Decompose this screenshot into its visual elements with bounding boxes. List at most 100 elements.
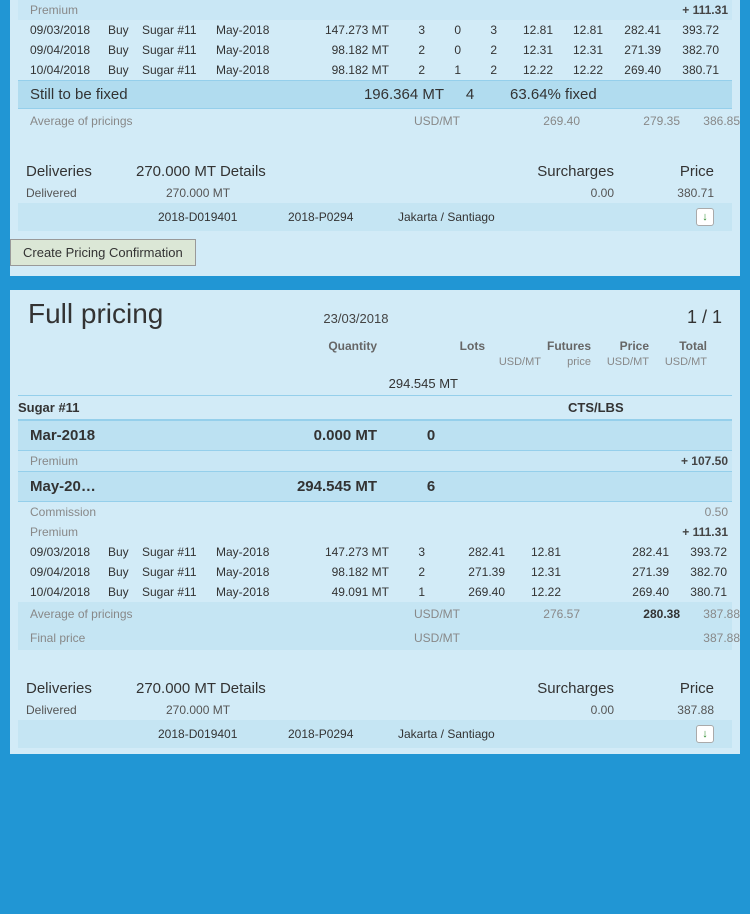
row-date: 09/04/2018 — [30, 43, 108, 57]
avg-v1: 269.40 — [520, 114, 580, 128]
product-name: Sugar #11 — [18, 400, 568, 415]
full-pricing-panel: Full pricing 23/03/2018 1 / 1 Quantity L… — [10, 290, 740, 754]
surcharges-label: Surcharges — [356, 163, 614, 180]
deliveries-qty[interactable]: 270.000 MT Details — [136, 163, 356, 180]
surcharges-label: Surcharges — [356, 680, 614, 697]
route: Jakarta / Santiago — [398, 727, 674, 741]
ref2: 2018-P0294 — [288, 727, 398, 741]
avg-label: Average of pricings — [30, 114, 380, 128]
h-usdmt3: USD/MT — [649, 356, 707, 368]
row-c: 2 — [461, 43, 497, 57]
h-futures: Futures — [485, 339, 591, 353]
avg-v3: 387.88 — [680, 607, 740, 621]
top-panel-inner: Premium + 111.31 09/03/2018BuySugar #11M… — [10, 0, 740, 231]
row-b: 1 — [425, 63, 461, 77]
row-a: 3 — [389, 23, 425, 37]
row-month: May-2018 — [216, 43, 294, 57]
h-price2: price — [541, 356, 591, 368]
row-qty: 98.182 MT — [294, 565, 389, 579]
row-qty: 98.182 MT — [294, 63, 389, 77]
may-label: May-20… — [18, 478, 204, 495]
mar-row: Mar-2018 0.000 MT 0 — [18, 420, 732, 451]
row-date: 09/03/2018 — [30, 23, 108, 37]
delivered-qty: 270.000 MT — [136, 186, 356, 200]
total-qty-row: 294.545 MT — [18, 372, 732, 395]
panel-title: Full pricing — [28, 298, 163, 330]
row-side: Buy — [108, 545, 142, 559]
premium-label: Premium — [30, 3, 628, 17]
row-month: May-2018 — [216, 545, 294, 559]
avg-unit: USD/MT — [380, 607, 460, 621]
row-a: 2 — [389, 565, 425, 579]
mar-label: Mar-2018 — [18, 427, 204, 444]
still-to-be-fixed-row: Still to be fixed 196.364 MT 4 63.64% fi… — [18, 80, 732, 109]
h-usdmt1: USD/MT — [485, 356, 541, 368]
still-pct: 63.64% fixed — [490, 86, 690, 103]
row-p3: 271.39 — [611, 565, 669, 579]
price-label: Price — [614, 163, 714, 180]
full-delivery-detail-row: 2018-D019401 2018-P0294 Jakarta / Santia… — [18, 720, 732, 748]
h-total: Total — [649, 339, 707, 353]
row-fut: 269.40 — [425, 585, 505, 599]
ref2: 2018-P0294 — [288, 210, 398, 224]
mar-lots: 0 — [413, 427, 449, 444]
row-p2: 12.31 — [505, 565, 561, 579]
h-qty: Quantity — [282, 339, 377, 353]
row-p3: 282.41 — [611, 545, 669, 559]
deliveries-label: Deliveries — [26, 680, 136, 697]
may-premium-row: Premium + 111.31 — [18, 522, 732, 542]
row-p4: 393.72 — [669, 545, 727, 559]
final-price-row: Final price USD/MT 387.88 — [18, 626, 732, 650]
row-date: 10/04/2018 — [30, 63, 108, 77]
product-unit: CTS/LBS — [568, 400, 728, 415]
total-qty: 294.545 MT — [358, 376, 458, 391]
row-product: Sugar #11 — [142, 43, 216, 57]
column-subheaders: USD/MT price USD/MT USD/MT — [18, 356, 732, 372]
row-b: 0 — [425, 43, 461, 57]
row-p2: 12.22 — [505, 585, 561, 599]
row-date: 10/04/2018 — [30, 585, 108, 599]
deliveries-header: Deliveries 270.000 MT Details Surcharges… — [18, 157, 732, 183]
h-price: Price — [591, 339, 649, 353]
row-product: Sugar #11 — [142, 545, 216, 559]
row-c: 3 — [461, 23, 497, 37]
row-p1: 12.31 — [497, 43, 553, 57]
row-p3: 271.39 — [603, 43, 661, 57]
download-icon[interactable]: ↓ — [696, 208, 714, 226]
h-usdmt2: USD/MT — [591, 356, 649, 368]
row-p2: 12.22 — [553, 63, 603, 77]
row-a: 2 — [389, 63, 425, 77]
row-qty: 147.273 MT — [294, 545, 389, 559]
delivery-detail-row: 2018-D019401 2018-P0294 Jakarta / Santia… — [18, 203, 732, 231]
create-pricing-confirmation-button[interactable]: Create Pricing Confirmation — [10, 239, 196, 266]
delivered-price: 387.88 — [614, 703, 714, 717]
delivered-surcharge: 0.00 — [356, 703, 614, 717]
row-p4: 380.71 — [661, 63, 719, 77]
ref1: 2018-D019401 — [158, 210, 288, 224]
avg-v1: 276.57 — [520, 607, 580, 621]
premium-label: Premium — [30, 525, 628, 539]
pricing-row: 09/03/2018BuySugar #11May-2018147.273 MT… — [18, 542, 732, 562]
download-icon[interactable]: ↓ — [696, 725, 714, 743]
mar-premium-label: Premium — [30, 454, 628, 468]
row-p2: 12.31 — [553, 43, 603, 57]
pricing-row: 10/04/2018BuySugar #11May-201849.091 MT1… — [18, 582, 732, 602]
may-lots: 6 — [413, 478, 449, 495]
delivered-price: 380.71 — [614, 186, 714, 200]
pricing-row: 09/04/2018BuySugar #11May-201898.182 MT2… — [18, 562, 732, 582]
row-date: 09/03/2018 — [30, 545, 108, 559]
full-pricing-rows: 09/03/2018BuySugar #11May-2018147.273 MT… — [18, 542, 732, 602]
price-label: Price — [614, 680, 714, 697]
deliveries-qty[interactable]: 270.000 MT Details — [136, 680, 356, 697]
avg-v2: 279.35 — [630, 114, 680, 128]
pricing-rows: 09/03/2018BuySugar #11May-2018147.273 MT… — [18, 20, 732, 80]
avg-label: Average of pricings — [30, 607, 380, 621]
row-p2: 12.81 — [553, 23, 603, 37]
still-qty: 196.364 MT — [290, 86, 450, 103]
pricing-row: 10/04/2018BuySugar #11May-201898.182 MT2… — [18, 60, 732, 80]
average-row: Average of pricings USD/MT 269.40 279.35… — [18, 109, 732, 133]
delivered-label: Delivered — [26, 703, 136, 717]
row-side: Buy — [108, 43, 142, 57]
top-panel: Premium + 111.31 09/03/2018BuySugar #11M… — [10, 0, 740, 276]
delivered-surcharge: 0.00 — [356, 186, 614, 200]
